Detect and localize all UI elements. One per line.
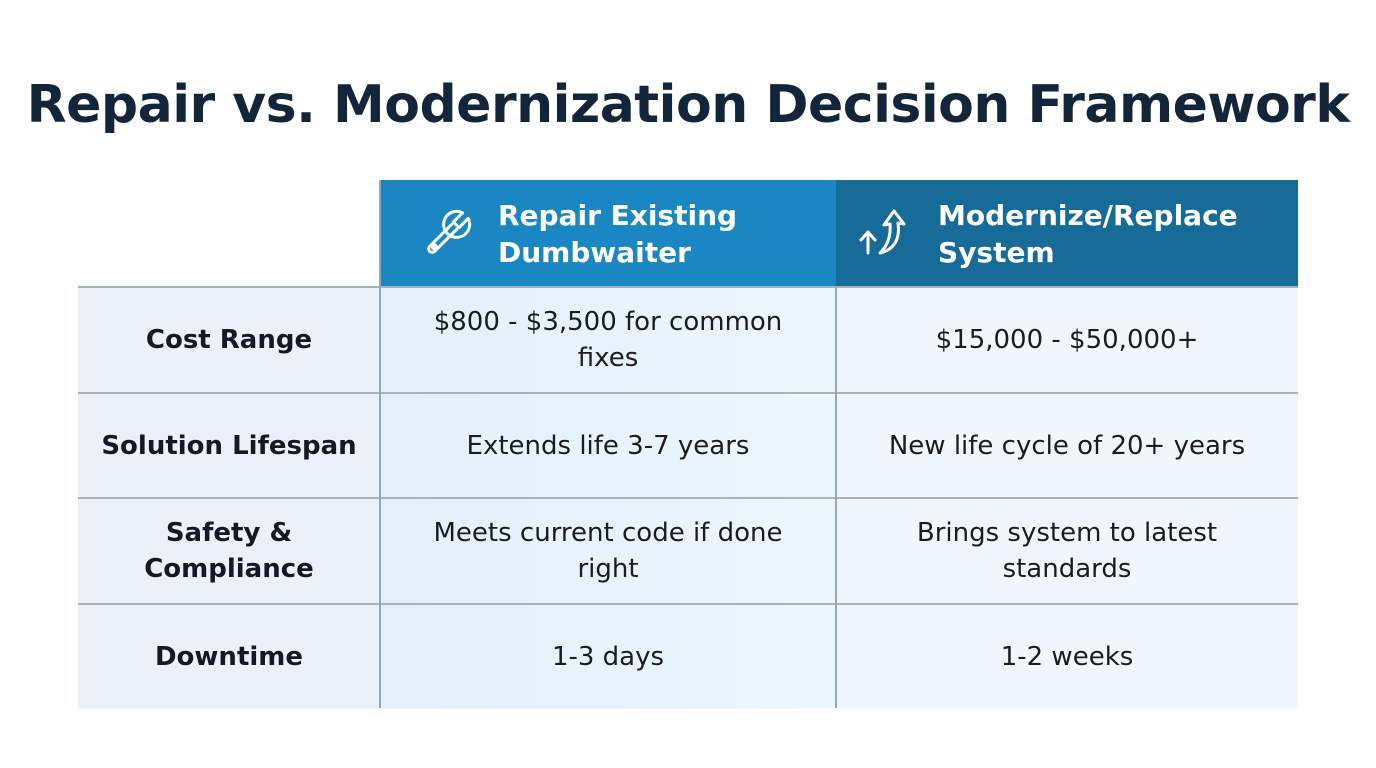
modernize-cell: 1-2 weeks xyxy=(836,604,1298,709)
column-header-repair-label: Repair Existing Dumbwaiter xyxy=(498,198,738,269)
modernize-cell: $15,000 - $50,000+ xyxy=(836,287,1298,392)
table-row: Downtime 1-3 days 1-2 weeks xyxy=(78,604,1298,709)
row-divider xyxy=(78,392,1298,394)
table-row: Safety & Compliance Meets current code i… xyxy=(78,498,1298,603)
row-label: Downtime xyxy=(78,604,380,709)
row-divider xyxy=(78,286,1298,288)
column-divider xyxy=(379,180,381,708)
comparison-table: Repair Existing Dumbwaiter Modernize/Rep… xyxy=(78,180,1298,709)
column-divider xyxy=(835,287,837,708)
repair-cell: Extends life 3-7 years xyxy=(380,393,836,498)
row-label: Solution Lifespan xyxy=(78,393,380,498)
row-label: Safety & Compliance xyxy=(78,498,380,603)
repair-cell: 1-3 days xyxy=(380,604,836,709)
table-row: Cost Range $800 - $3,500 for common fixe… xyxy=(78,287,1298,392)
modernize-cell: Brings system to latest standards xyxy=(836,498,1298,603)
row-divider xyxy=(78,497,1298,499)
wrench-icon xyxy=(416,203,478,265)
row-label: Cost Range xyxy=(78,287,380,392)
page-title: Repair vs. Modernization Decision Framew… xyxy=(26,75,1350,135)
row-divider xyxy=(78,603,1298,605)
column-header-repair: Repair Existing Dumbwaiter xyxy=(380,180,836,287)
table-row: Solution Lifespan Extends life 3-7 years… xyxy=(78,393,1298,498)
modernize-cell: New life cycle of 20+ years xyxy=(836,393,1298,498)
repair-cell: $800 - $3,500 for common fixes xyxy=(380,287,836,392)
repair-cell: Meets current code if done right xyxy=(380,498,836,603)
column-header-modernize-label: Modernize/Replace System xyxy=(938,198,1238,269)
upgrade-arrows-icon xyxy=(856,203,918,265)
column-header-modernize: Modernize/Replace System xyxy=(836,180,1298,287)
